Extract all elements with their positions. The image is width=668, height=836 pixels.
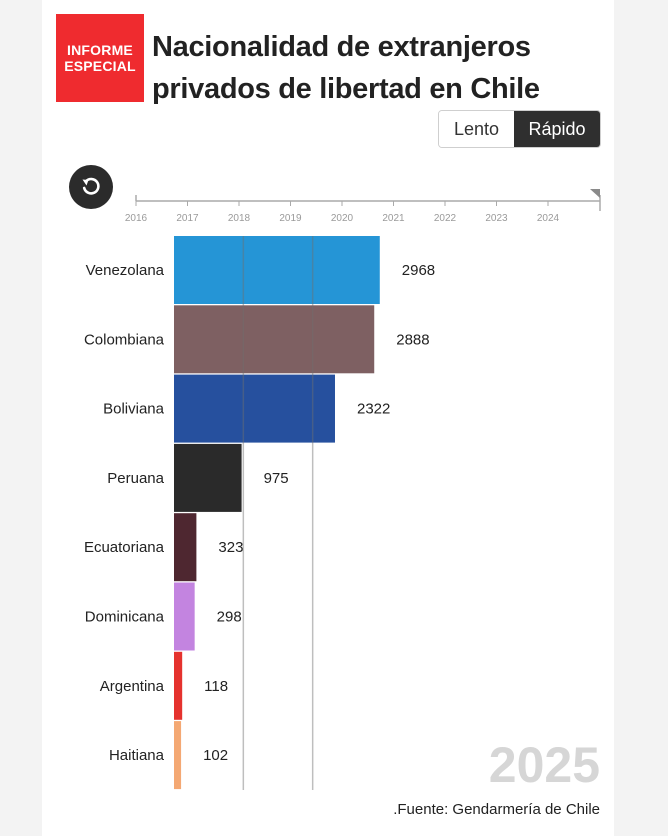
category-label: Dominicana (85, 609, 165, 626)
bar-ecuatoriana (174, 513, 197, 582)
timeline-tick-label: 2020 (331, 213, 354, 224)
logo-line-1: INFORME (67, 42, 133, 58)
bar-haitiana (174, 721, 182, 790)
chart-card: INFORME ESPECIAL Nacionalidad de extranj… (42, 0, 614, 836)
bar-chart-race: 2016 2017 2018 2019 2020 2021 2022 2023 2024 Vene… (84, 189, 601, 793)
category-label: Ecuatoriana (84, 539, 165, 556)
replay-button[interactable] (69, 165, 113, 209)
current-year-label: 2025 (489, 737, 600, 793)
timeline-tick-label: 2023 (485, 213, 508, 224)
value-label: 975 (264, 470, 289, 487)
category-label: Haitiana (109, 747, 165, 764)
chart-title: Nacionalidad de extranjeros privados de … (152, 31, 540, 105)
timeline-tick-label: 2022 (434, 213, 457, 224)
slow-speed-button[interactable]: Lento (439, 111, 514, 147)
value-label: 118 (204, 678, 228, 695)
value-label: 2888 (396, 331, 429, 348)
replay-icon (82, 177, 100, 195)
category-label: Peruana (107, 470, 164, 487)
value-label: 2968 (402, 262, 435, 279)
informe-especial-logo: INFORME ESPECIAL (56, 14, 144, 102)
speed-toggle: Lento Rápido (438, 110, 601, 148)
timeline-tick-label: 2019 (279, 213, 302, 224)
category-label: Boliviana (103, 401, 165, 418)
value-label: 323 (218, 539, 243, 556)
timeline-tick-label: 2018 (228, 213, 251, 224)
logo-line-2: ESPECIAL (64, 58, 136, 74)
timeline-tick-label: 2021 (382, 213, 405, 224)
bar-dominicana (174, 582, 195, 651)
source-note: .Fuente: Gendarmería de Chile (393, 801, 600, 818)
value-label: 2322 (357, 401, 390, 418)
bar-peruana (174, 443, 242, 512)
value-label: 102 (203, 747, 228, 764)
timeline-tick-label: 2024 (537, 213, 560, 224)
category-label: Venezolana (86, 262, 165, 279)
category-label: Colombiana (84, 331, 165, 348)
bar-venezolana (174, 236, 380, 304)
timeline-tick-label: 2017 (176, 213, 199, 224)
bar-boliviana (174, 374, 335, 443)
fast-speed-button[interactable]: Rápido (514, 111, 600, 147)
bar-colombiana (174, 305, 375, 374)
value-label: 298 (217, 609, 242, 626)
timeline-marker-icon (590, 189, 600, 198)
category-label: Argentina (100, 678, 165, 695)
bar-argentina (174, 651, 183, 720)
timeline-tick-label: 2016 (125, 213, 148, 224)
